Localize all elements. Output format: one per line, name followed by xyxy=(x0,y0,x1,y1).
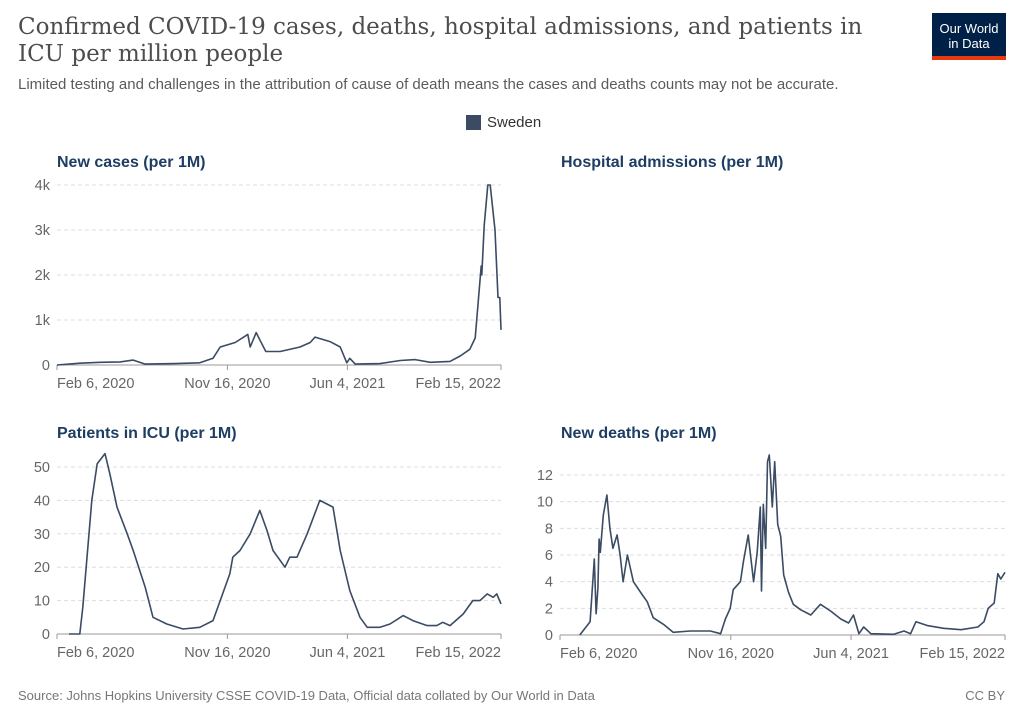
x-tick-label: Feb 6, 2020 xyxy=(560,646,637,662)
y-tick-label: 2k xyxy=(35,268,51,284)
y-tick-label: 12 xyxy=(537,468,553,484)
y-tick-label: 0 xyxy=(42,358,50,374)
y-tick-label: 8 xyxy=(545,521,553,537)
chart-subtitle: Limited testing and challenges in the at… xyxy=(18,76,839,93)
y-tick-label: 30 xyxy=(34,527,50,543)
y-tick-label: 4k xyxy=(35,178,51,194)
x-tick-label: Jun 4, 2021 xyxy=(310,645,386,661)
series-line-sweden xyxy=(56,184,502,366)
legend-label: Sweden xyxy=(487,114,542,131)
source-note: Source: Johns Hopkins University CSSE CO… xyxy=(18,688,595,703)
y-tick-label: 6 xyxy=(545,548,553,564)
logo-line-1: Our World xyxy=(939,21,999,36)
panel-title: New cases (per 1M) xyxy=(57,154,206,171)
x-tick-label: Nov 16, 2020 xyxy=(184,376,270,392)
panel-title: Patients in ICU (per 1M) xyxy=(57,425,237,442)
y-tick-label: 40 xyxy=(34,493,50,509)
y-tick-label: 4 xyxy=(545,575,553,591)
logo-bar xyxy=(932,56,1006,60)
y-tick-label: 50 xyxy=(34,460,50,476)
series-line-sweden xyxy=(69,452,502,635)
y-tick-label: 1k xyxy=(35,313,51,329)
panel-title: New deaths (per 1M) xyxy=(561,425,717,442)
y-tick-label: 2 xyxy=(545,601,553,617)
x-tick-label: Jun 4, 2021 xyxy=(310,376,386,392)
y-tick-label: 10 xyxy=(34,594,50,610)
chart-title: Confirmed COVID-19 cases, deaths, hospit… xyxy=(18,14,863,67)
panel-title: Hospital admissions (per 1M) xyxy=(561,154,783,171)
y-tick-label: 3k xyxy=(35,223,51,239)
x-tick-label: Feb 6, 2020 xyxy=(57,376,134,392)
series-line-sweden xyxy=(579,454,1006,636)
x-tick-label: Feb 15, 2022 xyxy=(920,646,1005,662)
x-tick-label: Feb 15, 2022 xyxy=(416,376,501,392)
x-tick-label: Nov 16, 2020 xyxy=(688,646,774,662)
x-tick-label: Jun 4, 2021 xyxy=(813,646,889,662)
x-tick-label: Nov 16, 2020 xyxy=(184,645,270,661)
owid-logo[interactable]: Our World in Data xyxy=(932,13,1006,60)
logo-line-2: in Data xyxy=(948,36,990,51)
legend-swatch xyxy=(466,115,481,130)
license-link[interactable]: CC BY xyxy=(965,688,1005,703)
x-tick-label: Feb 6, 2020 xyxy=(57,645,134,661)
legend-item-sweden[interactable]: Sweden xyxy=(466,114,541,131)
y-tick-label: 0 xyxy=(545,628,553,644)
y-tick-label: 20 xyxy=(34,560,50,576)
y-tick-label: 0 xyxy=(42,627,50,643)
y-tick-label: 10 xyxy=(537,495,553,511)
x-tick-label: Feb 15, 2022 xyxy=(416,645,501,661)
